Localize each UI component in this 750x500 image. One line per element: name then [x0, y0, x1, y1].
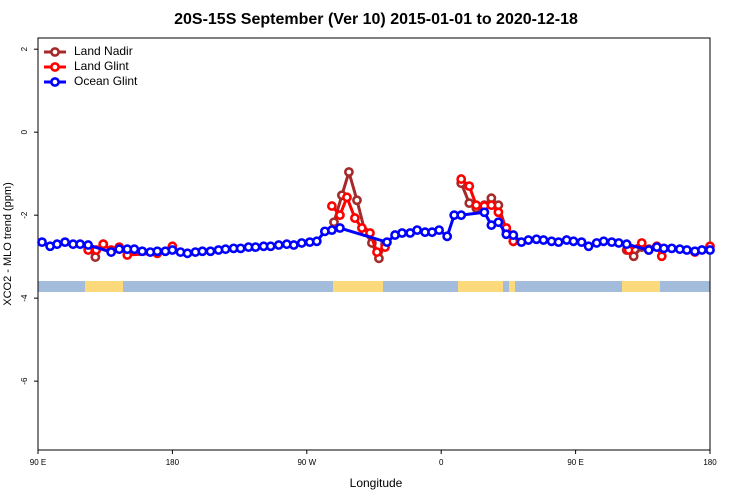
data-point: [98, 239, 109, 250]
data-point: [129, 244, 140, 255]
data-point: [523, 235, 534, 245]
data-point: [576, 237, 587, 248]
data-point: [412, 225, 423, 236]
y-axis-label: XCO2 - MLO trend (ppm): [2, 182, 14, 305]
data-point: [37, 237, 47, 248]
x-tick-label: 90 E: [30, 458, 46, 467]
data-point: [52, 239, 63, 250]
data-point: [288, 240, 299, 250]
data-point: [656, 251, 667, 262]
data-point: [349, 213, 360, 223]
data-point: [152, 246, 163, 257]
data-point: [265, 241, 276, 252]
data-point: [628, 251, 639, 262]
land-band: [333, 281, 383, 292]
data-point: [352, 195, 362, 206]
data-point: [568, 236, 579, 247]
data-point: [167, 245, 178, 255]
data-point: [598, 236, 609, 247]
data-point: [538, 235, 549, 245]
data-point: [60, 237, 70, 248]
data-point: [666, 243, 677, 254]
y-tick-label: 0: [20, 129, 29, 134]
data-point: [697, 245, 707, 255]
data-point: [335, 223, 345, 233]
chart-title: 20S-15S September (Ver 10) 2015-01-01 to…: [174, 11, 578, 28]
legend-label: Land Nadir: [74, 44, 133, 58]
data-point: [296, 238, 307, 248]
land-band: [509, 281, 515, 292]
data-point: [182, 248, 193, 259]
data-point: [114, 244, 125, 255]
data-point: [486, 200, 497, 211]
data-point: [83, 240, 94, 250]
data-point: [382, 237, 392, 248]
data-point: [493, 207, 504, 218]
data-point: [344, 167, 354, 177]
legend-label: Ocean Glint: [74, 74, 138, 88]
data-point: [553, 237, 564, 248]
x-tick-label: 180: [166, 458, 180, 467]
x-tick-label: 0: [439, 458, 444, 467]
legend-swatch-point: [50, 62, 60, 72]
x-tick-label: 180: [703, 458, 717, 467]
data-point: [643, 245, 654, 255]
legend-label: Land Glint: [74, 59, 129, 73]
data-point: [311, 236, 322, 247]
legend-swatch-point: [50, 77, 60, 87]
data-point: [106, 247, 117, 257]
data-point: [397, 228, 407, 238]
data-point: [471, 200, 482, 211]
x-tick-label: 90 E: [567, 458, 583, 467]
data-point: [250, 242, 261, 253]
series: [37, 207, 715, 259]
y-tick-label: -4: [20, 294, 29, 302]
land-band: [85, 281, 123, 292]
data-point: [613, 238, 624, 248]
data-point: [326, 225, 337, 236]
legend-swatch-point: [50, 47, 60, 57]
x-tick-label: 90 W: [297, 458, 316, 467]
data-point: [205, 246, 216, 257]
data-point: [434, 225, 445, 236]
data-point: [456, 210, 467, 221]
data-point: [456, 174, 467, 184]
data-point: [220, 244, 231, 255]
data-point: [636, 238, 647, 248]
land-ocean-strip: [38, 281, 710, 292]
x-axis-label: Longitude: [350, 476, 403, 490]
y-tick-label: 2: [20, 46, 29, 51]
data-point: [621, 239, 632, 250]
data-point: [705, 245, 715, 255]
data-point: [464, 181, 475, 192]
y-tick-label: -6: [20, 377, 29, 385]
data-point: [342, 192, 352, 203]
data-point: [658, 243, 669, 254]
data-point: [372, 247, 382, 257]
data-point: [479, 207, 490, 218]
data-point: [235, 243, 246, 254]
land-band: [622, 281, 660, 292]
data-point: [583, 241, 594, 252]
data-point: [508, 230, 519, 240]
data-point: [326, 201, 337, 211]
data-point: [335, 210, 345, 221]
data-point: [75, 239, 86, 250]
y-tick-label: -2: [20, 211, 29, 219]
data-point: [197, 246, 208, 257]
land-band: [458, 281, 503, 292]
data-point: [357, 223, 367, 233]
data-point: [442, 231, 453, 242]
data-point: [681, 245, 692, 255]
data-point: [273, 240, 284, 250]
data-point: [493, 217, 504, 228]
data-point: [137, 246, 148, 257]
